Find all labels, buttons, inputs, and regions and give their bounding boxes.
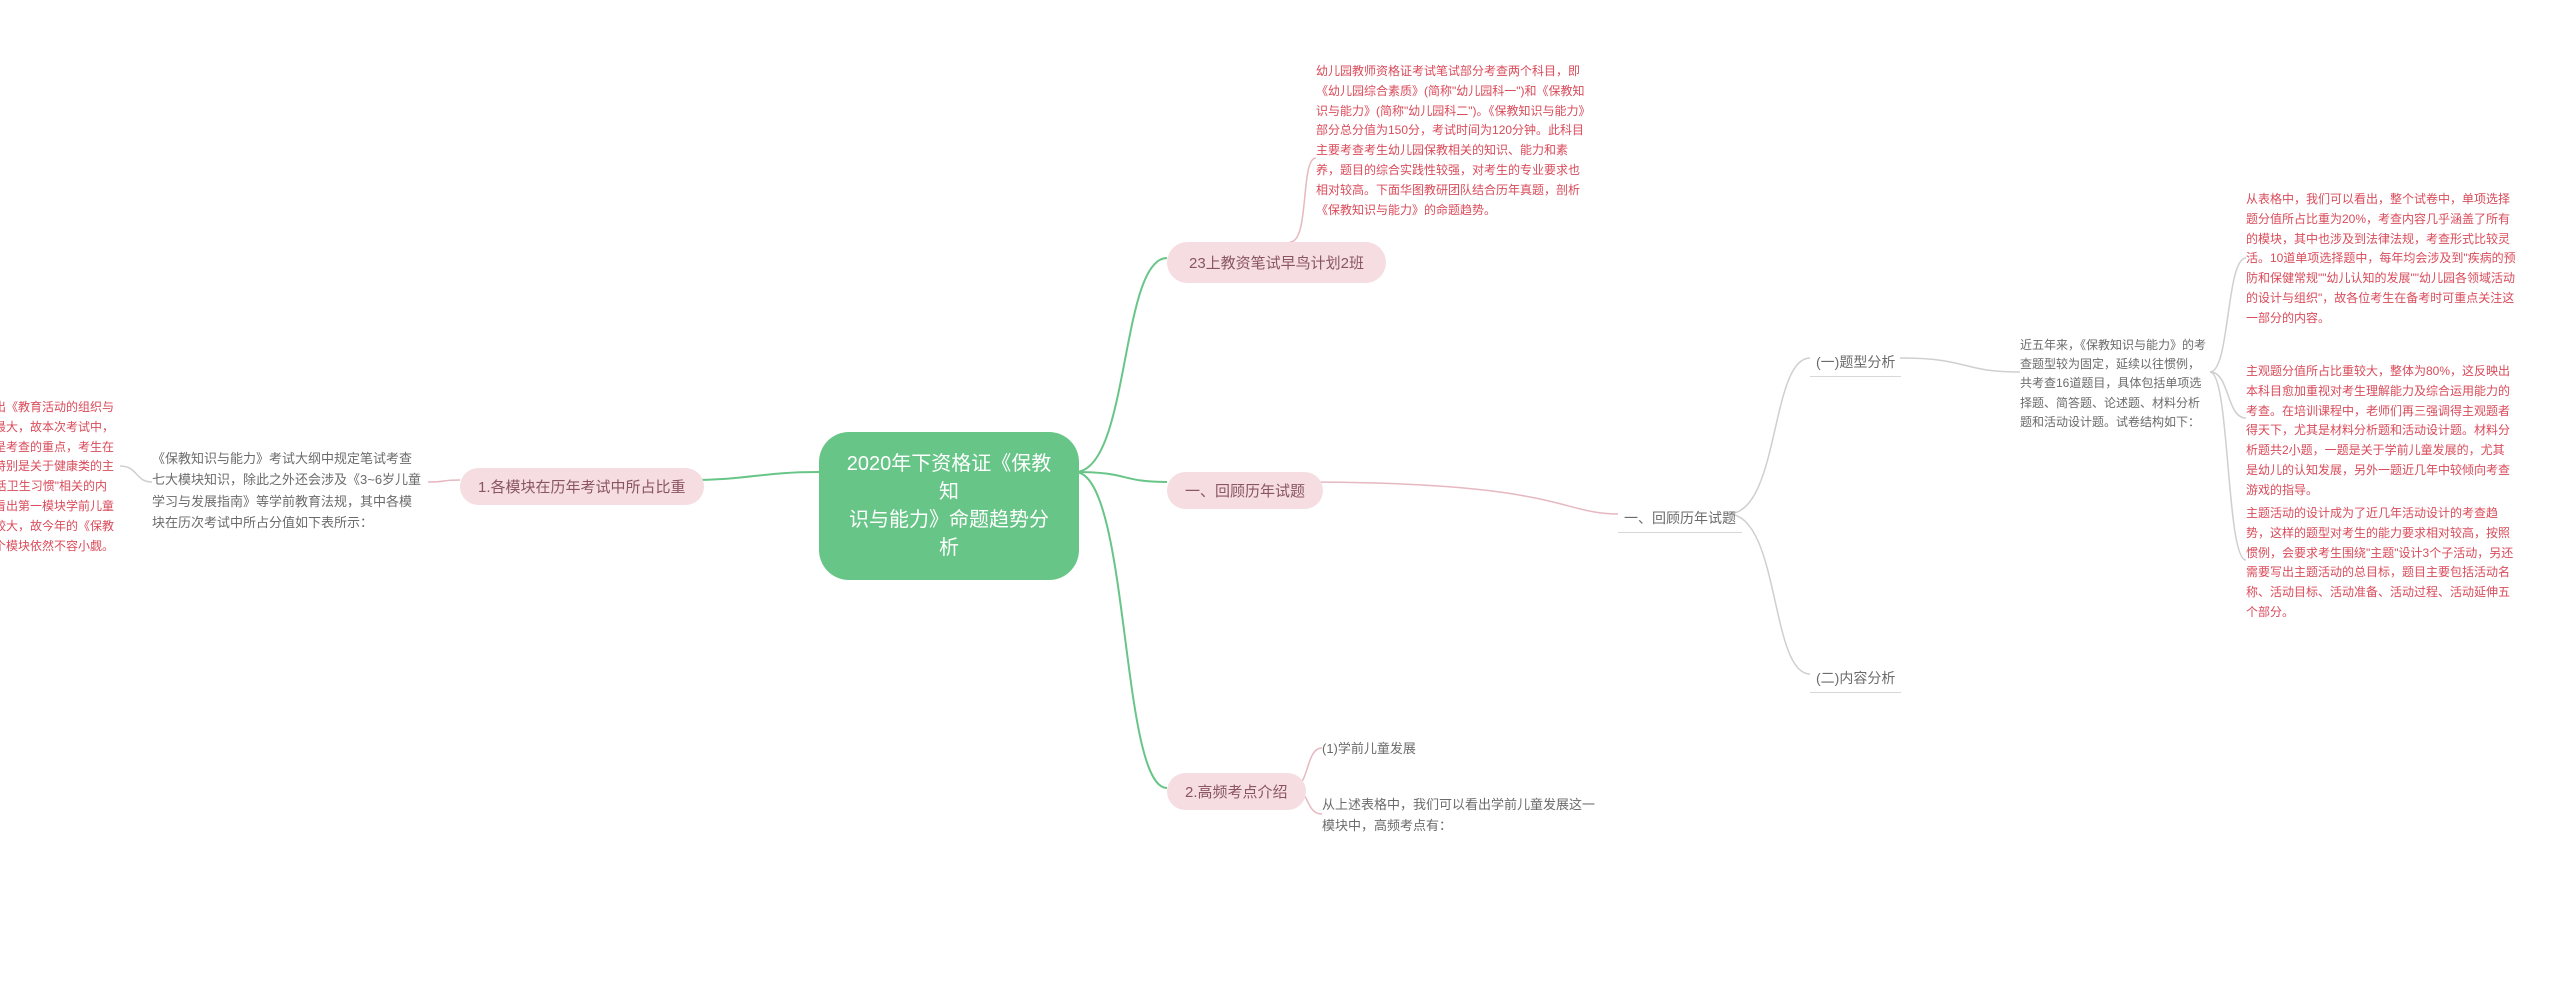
node-qtype[interactable]: (一)题型分析 (1810, 348, 1901, 377)
branch-history[interactable]: 一、回顾历年试题 (1167, 472, 1323, 509)
leaf-qtype-detail1: 从表格中，我们可以看出，整个试卷中，单项选择题分值所占比重为20%，考查内容几乎… (2246, 190, 2516, 329)
leaf-qtype-detail2: 主观题分值所占比重较大，整体为80%，这反映出本科目愈加重视对考生理解能力及综合… (2246, 362, 2516, 501)
leaf-gaopin-2: 从上述表格中，我们可以看出学前儿童发展这一模块中，高频考点有： (1322, 794, 1602, 837)
root-node[interactable]: 2020年下资格证《保教知 识与能力》命题趋势分析 (819, 432, 1079, 580)
leaf-modules-desc: 《保教知识与能力》考试大纲中规定笔试考查七大模块知识，除此之外还会涉及《3~6岁… (152, 448, 422, 534)
branch-gaopin[interactable]: 2.高频考点介绍 (1167, 773, 1306, 810)
leaf-intro: 幼儿园教师资格证考试笔试部分考查两个科目，即《幼儿园综合素质》(简称"幼儿园科一… (1316, 62, 1586, 220)
leaf-qtype-detail3: 主题活动的设计成为了近几年活动设计的考查趋势，这样的题型对考生的能力要求相对较高… (2246, 504, 2516, 623)
leaf-qtype-desc: 近五年来，《保教知识与能力》的考查题型较为固定，延续以往惯例，共考查16道题目，… (2020, 336, 2210, 432)
leaf-modules-detail: 从上述表格中，我们可以看出《教育活动的组织与实施》这一模块所占的比重最大，故本次… (0, 398, 120, 576)
root-line1: 2020年下资格证《保教知 (847, 453, 1052, 503)
branch-23[interactable]: 23上教资笔试早鸟计划2班 (1167, 242, 1386, 283)
root-line2: 识与能力》命题趋势分析 (849, 509, 1049, 559)
node-content[interactable]: (二)内容分析 (1810, 664, 1901, 693)
branch-modules[interactable]: 1.各模块在历年考试中所占比重 (460, 468, 704, 505)
leaf-gaopin-1: (1)学前儿童发展 (1322, 738, 1602, 759)
node-review[interactable]: 一、回顾历年试题 (1618, 504, 1742, 533)
